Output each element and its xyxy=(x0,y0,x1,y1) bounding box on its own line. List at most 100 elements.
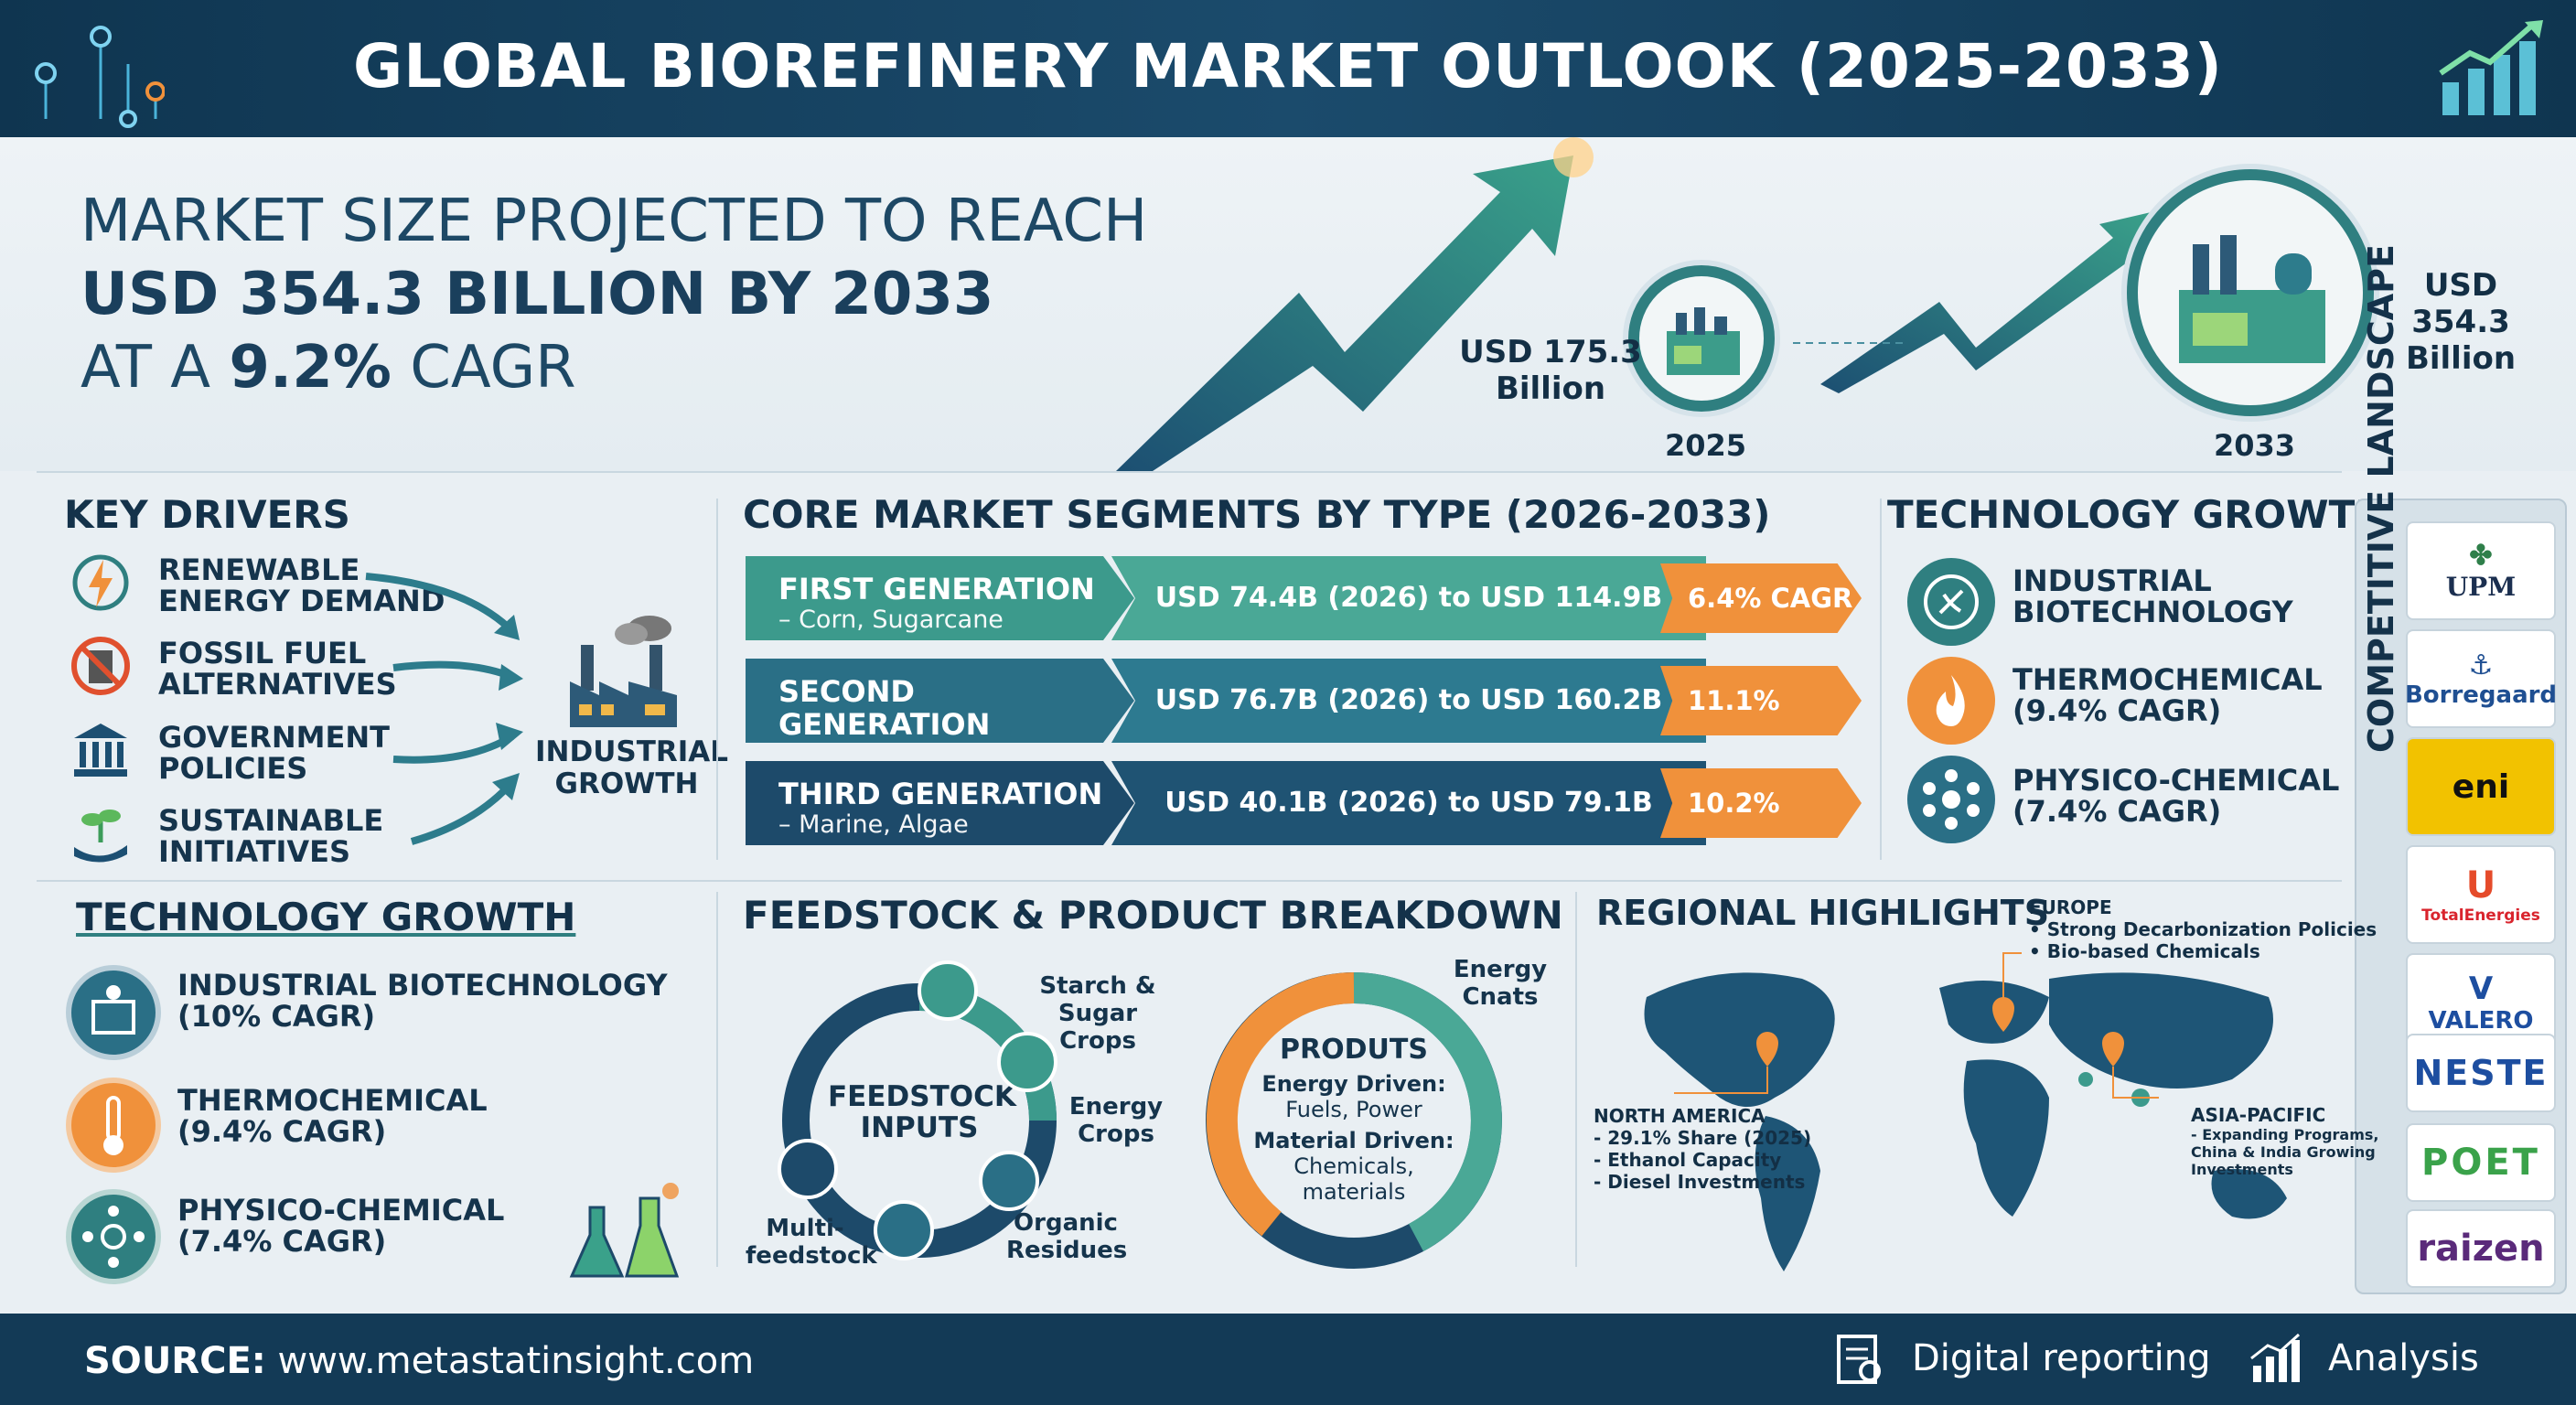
hero-line-1: MARKET SIZE PROJECTED TO REACH xyxy=(80,188,1148,255)
product-center: PRODUTS Energy Driven: Fuels, Power Mate… xyxy=(1253,1034,1454,1205)
segment-cagr-badge: 11.1% CAGR xyxy=(1660,666,1862,735)
world-map-icon xyxy=(1644,952,2287,1271)
driver-arrows-icon xyxy=(365,573,523,845)
circuit-decoration-icon xyxy=(35,26,165,128)
driver-renewable xyxy=(69,551,133,618)
driver-fossil xyxy=(69,634,133,702)
value-2025: USD 175.3 Billion xyxy=(1459,334,1642,407)
page-title: GLOBAL BIOREFINERY MARKET OUTLOOK (2025-… xyxy=(353,31,2223,102)
section-divider xyxy=(37,471,2342,473)
tech-label: INDUSTRIAL BIOTECHNOLOGY (10% CAGR) xyxy=(177,968,668,1034)
logo-totalenergies: ᑌ TotalEnergies xyxy=(2406,845,2556,944)
footer-bar xyxy=(0,1314,2576,1405)
government-building-icon xyxy=(74,724,127,777)
digital-reporting-label: Digital reporting xyxy=(1912,1337,2211,1379)
segment-range: USD 74.4B (2026) to USD 114.9B (2033) xyxy=(1111,556,1706,640)
feedstock-title: FEEDSTOCK & PRODUCT BREAKDOWN xyxy=(743,893,1563,938)
product-donut-icon xyxy=(1206,972,1502,1269)
value-2033: USD 354.3 Billion xyxy=(2405,267,2517,377)
segment-row-2: SECOND GENERATION – Crop Straw, Wood Wast… xyxy=(746,659,1134,743)
logo-eni: eni xyxy=(2406,737,2556,836)
header-bar xyxy=(0,0,2576,137)
hero-line-2: USD 354.3 BILLION BY 2033 xyxy=(80,261,994,328)
industrial-growth-label: INDUSTRIAL GROWTH xyxy=(535,735,729,800)
donut-label: Energy Cnats xyxy=(1453,956,1548,1011)
logo-raizen: raizen xyxy=(2406,1209,2556,1288)
hero-line-3: AT A 9.2% CAGR xyxy=(80,334,576,402)
thermo-circle xyxy=(66,1078,161,1173)
physico-circle xyxy=(1907,756,1995,843)
segments-title: CORE MARKET SEGMENTS BY TYPE (2026-2033) xyxy=(743,492,1771,537)
asia-pacific-callout: ASIA-PACIFIC - Expanding Programs, China… xyxy=(2191,1104,2379,1178)
renewable-energy-icon xyxy=(72,554,129,611)
driver-label: SUSTAINABLE INITIATIVES xyxy=(158,803,384,869)
source-text: SOURCE: www.metastatinsight.com xyxy=(84,1340,755,1382)
analysis-label: Analysis xyxy=(2328,1337,2479,1379)
feed-label: Organic Residues xyxy=(1006,1209,1128,1264)
logo-upm: ✤ UPM xyxy=(2406,521,2556,620)
section-divider xyxy=(716,892,718,1267)
driver-sustainable xyxy=(69,801,133,869)
driver-label: RENEWABLE ENERGY DEMAND xyxy=(158,552,445,618)
molecule-icon xyxy=(82,1206,145,1268)
biotech-icon xyxy=(1924,574,1979,629)
competitive-title: COMPETITIVE LANDSCAPE xyxy=(2361,244,2401,753)
biotech-circle xyxy=(1907,558,1995,646)
year-2033: 2033 xyxy=(2214,428,2296,463)
energy-crops-node-icon xyxy=(997,1032,1057,1092)
segment-cagr-badge: 10.2% CAGR xyxy=(1660,768,1862,838)
tech-label: THERMOCHEMICAL (9.4% CAGR) xyxy=(177,1083,488,1149)
segment-range: USD 76.7B (2026) to USD 160.2B (2033) xyxy=(1111,659,1706,743)
tech-label: PHYSICO-CHEMICAL (7.4% CAGR) xyxy=(177,1193,505,1259)
north-america-callout: NORTH AMERICA - 29.1% Share (2025) - Eth… xyxy=(1594,1105,1812,1193)
thermo-circle xyxy=(1907,657,1995,745)
lab-flask-icon xyxy=(569,1183,680,1278)
segment-cagr-badge: 6.4% CAGR xyxy=(1660,563,1862,633)
thermometer-icon xyxy=(103,1096,123,1155)
key-drivers-title: KEY DRIVERS xyxy=(64,492,350,537)
section-divider xyxy=(37,880,2342,882)
starch-node-icon xyxy=(918,960,978,1021)
factory-icon xyxy=(1667,307,1740,375)
bar-chart-growth-icon xyxy=(2439,20,2543,115)
feed-label: Starch & Sugar Crops xyxy=(1039,972,1156,1055)
segment-row-1: FIRST GENERATION – Corn, Sugarcane xyxy=(746,556,1134,640)
factory-icon xyxy=(570,616,677,727)
tech-label: PHYSICO-CHEMICAL (7.4% CAGR) xyxy=(2012,763,2340,829)
segment-row-3: THIRD GENERATION – Marine, Algae xyxy=(746,761,1134,845)
flame-icon xyxy=(1936,675,1965,726)
logo-borregaard: ⚓ Borregaard xyxy=(2405,629,2557,728)
year-2025: 2025 xyxy=(1665,428,1747,463)
segment-range: USD 40.1B (2026) to USD 79.1B (2033) xyxy=(1111,761,1706,845)
feed-label: Energy Crops xyxy=(1068,1093,1164,1148)
factory-icon xyxy=(2179,235,2325,363)
tech-label: THERMOCHEMICAL (9.4% CAGR) xyxy=(2012,662,2323,728)
tech-growth-title: TECHNOLOGY GROWTH xyxy=(1887,492,2388,537)
logo-poet: POET xyxy=(2406,1123,2556,1202)
driver-label: GOVERNMENT POLICIES xyxy=(158,720,390,786)
leaf-node-icon xyxy=(778,1139,838,1199)
analysis-chart-icon xyxy=(2250,1333,2301,1382)
europe-callout: EUROPE • Strong Decarbonization Policies… xyxy=(2029,896,2377,962)
molecule-icon xyxy=(1923,769,1980,830)
driver-government xyxy=(69,718,133,786)
tech-growth-title: TECHNOLOGY GROWTH xyxy=(76,895,576,939)
feed-label: Multi-feedstock xyxy=(746,1215,877,1270)
factory-2033-circle xyxy=(2127,169,2374,416)
growth-arrow-icon xyxy=(1116,137,2159,471)
sprout-hand-icon xyxy=(74,810,127,863)
section-divider xyxy=(716,499,718,860)
organic-node-icon xyxy=(979,1151,1039,1211)
biotech-circle xyxy=(66,965,161,1060)
driver-label: FOSSIL FUEL ALTERNATIVES xyxy=(158,636,397,702)
regional-title: REGIONAL HIGHLIGHTS xyxy=(1596,893,2050,933)
logo-neste: NESTE xyxy=(2406,1034,2556,1112)
multi-node-icon xyxy=(874,1200,934,1260)
tech-label: INDUSTRIAL BIOTECHNOLOGY xyxy=(2012,563,2293,629)
no-fossil-fuel-icon xyxy=(71,637,130,695)
report-icon xyxy=(1837,1335,1881,1384)
biotech-icon xyxy=(91,985,135,1035)
section-divider xyxy=(1575,892,1577,1267)
physico-circle xyxy=(66,1189,161,1284)
feedstock-center: FEEDSTOCK INPUTS xyxy=(828,1080,1016,1144)
